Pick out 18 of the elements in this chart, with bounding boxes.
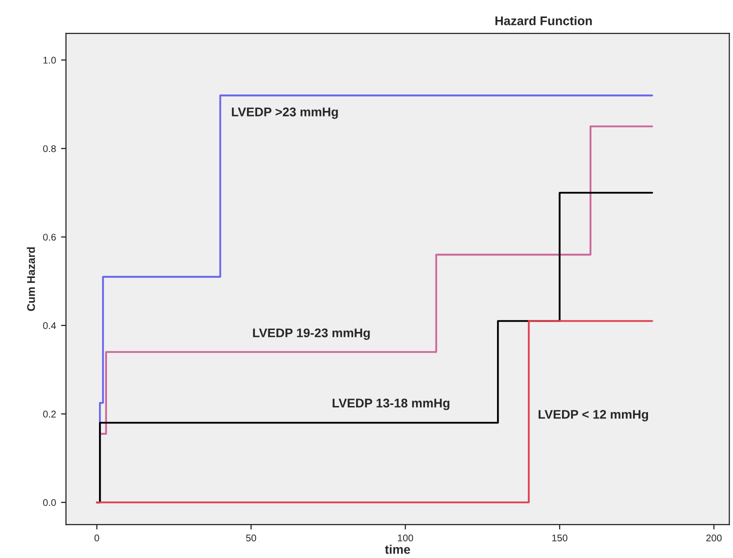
y-tick-label: 0.6 <box>43 234 56 241</box>
y-axis-title: Cum Hazard <box>26 247 35 311</box>
series-label: LVEDP 13-18 mmHg <box>332 398 450 410</box>
y-tick-label: 0.8 <box>43 145 56 152</box>
x-tick-label: 150 <box>552 534 568 542</box>
series-label: LVEDP >23 mmHg <box>232 107 338 119</box>
x-axis-title: time <box>384 544 410 554</box>
chart-title: Hazard Function <box>495 16 592 26</box>
y-tick-label: 1.0 <box>43 56 56 64</box>
x-tick-label: 100 <box>398 534 414 542</box>
series-label: LVEDP < 12 mmHg <box>538 410 648 422</box>
x-tick-label: 50 <box>246 534 256 542</box>
x-tick-label: 200 <box>706 534 722 542</box>
series-label: LVEDP 19-23 mmHg <box>253 328 370 340</box>
y-tick-label: 0.2 <box>43 410 56 418</box>
x-tick-label: 0 <box>94 534 100 542</box>
y-tick-label: 0.0 <box>43 499 56 506</box>
y-tick-label: 0.4 <box>43 322 56 330</box>
